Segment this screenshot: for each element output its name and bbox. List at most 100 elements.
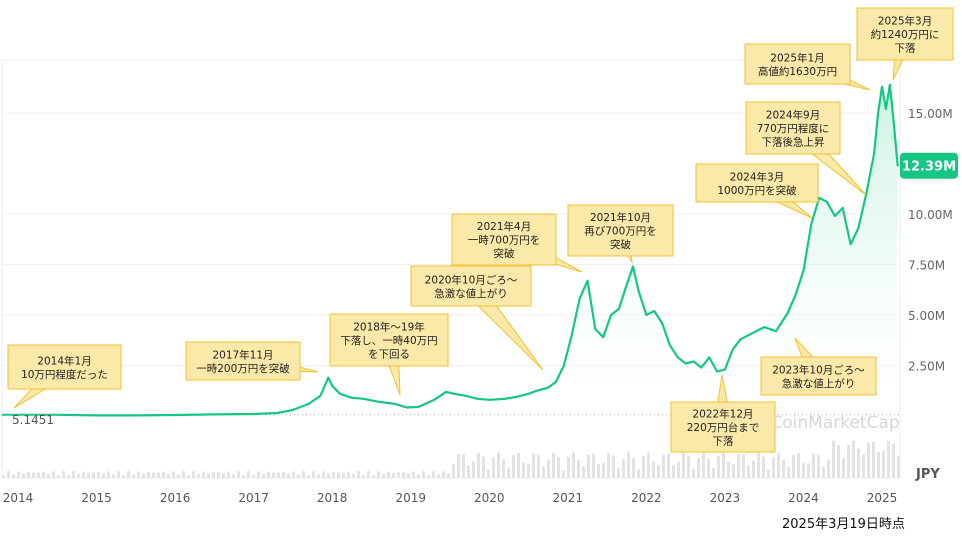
callout-fill [746, 45, 849, 83]
callout-fill [762, 358, 875, 394]
data-point [637, 289, 640, 292]
callout-fill [747, 103, 839, 153]
x-tick-label: 2016 [160, 491, 191, 505]
volume-bar [357, 471, 360, 478]
volume-bar [672, 464, 675, 478]
volume-bar [692, 468, 695, 478]
data-point [488, 398, 491, 401]
callout-text-line: 一時200万円を突破 [196, 362, 290, 375]
volume-bar [242, 475, 245, 478]
volume-bar [387, 471, 390, 478]
price-line [57, 83, 899, 417]
volume-bar [297, 474, 300, 478]
volume-bar [817, 454, 820, 478]
data-point [213, 413, 216, 416]
callout-fill [412, 267, 530, 305]
volume-bar [662, 454, 665, 478]
volume-bar [187, 475, 190, 478]
volume-bar [87, 472, 90, 478]
x-tick-label: 2022 [631, 491, 662, 505]
volume-bar [852, 440, 855, 478]
callout-fill [697, 165, 817, 201]
volume-bar [247, 471, 250, 478]
volume-bar [42, 471, 45, 478]
volume-bar [392, 472, 395, 478]
data-point [417, 406, 420, 408]
volume-bar [282, 471, 285, 478]
volume-bar [117, 471, 120, 478]
data-point [881, 85, 883, 88]
data-point [645, 314, 648, 316]
data-point [56, 413, 59, 416]
volume-bar [712, 468, 715, 478]
volume-bar [397, 472, 400, 478]
callout-text-line: 10万円程度だった [21, 368, 108, 381]
y-tick-label: 15.00M [908, 107, 953, 121]
volume-bar [512, 455, 515, 478]
data-point [464, 394, 467, 397]
volume-bar [432, 471, 435, 478]
callout-text-line: を下回る [368, 349, 410, 361]
volume-bar [507, 467, 510, 478]
volume-bar [127, 471, 130, 478]
volume-bar [527, 463, 530, 478]
volume-bar [272, 472, 275, 478]
callout-text-line: 下落 [895, 43, 916, 55]
x-tick-label: 2023 [710, 491, 741, 505]
data-point [292, 409, 294, 411]
volume-bar [457, 453, 460, 478]
volume-bar [122, 475, 125, 478]
volume-bar [797, 453, 800, 478]
data-point [378, 400, 381, 403]
volume-bar [52, 471, 55, 478]
volume-bar [217, 472, 220, 478]
volume-bar [72, 471, 75, 478]
volume-bar [697, 458, 700, 478]
callout-text-line: 2023年10月ごろ〜 [772, 363, 865, 376]
callout-text-line: 下落 [713, 436, 734, 448]
callout-fill [858, 9, 952, 59]
volume-bar [552, 452, 555, 478]
volume-bar [412, 471, 415, 478]
volume-bar [487, 469, 490, 478]
volume-bar [192, 471, 195, 478]
data-point [676, 356, 679, 359]
volume-bar [492, 457, 495, 478]
volume-bar [827, 459, 830, 478]
volume-bar [302, 471, 305, 478]
volume-bar [22, 473, 25, 478]
data-point [700, 366, 703, 369]
volume-bar [577, 460, 580, 478]
volume-bar [582, 466, 585, 478]
currency-label: JPY [915, 467, 940, 482]
volume-bar [872, 441, 875, 478]
callout-text-line: 2025年3月 [878, 15, 932, 28]
volume-bar [407, 473, 410, 478]
data-point [786, 312, 789, 314]
volume-bar [867, 442, 870, 478]
callout-text-line: 2017年11月 [212, 348, 273, 361]
data-point [739, 338, 742, 341]
data-point [751, 332, 754, 335]
data-point [562, 364, 565, 367]
volume-bar [762, 456, 765, 478]
volume-bar [62, 471, 65, 478]
volume-bar [332, 472, 335, 478]
volume-bar [222, 473, 225, 478]
volume-bar [652, 461, 655, 478]
volume-bar [277, 472, 280, 478]
current-price-badge [900, 152, 958, 179]
volume-bar [877, 451, 880, 478]
data-point [433, 398, 436, 401]
volume-bar [787, 467, 790, 478]
volume-bar [607, 453, 610, 478]
volume-bar [497, 452, 500, 478]
volume-bar [857, 448, 860, 478]
data-point [818, 196, 821, 199]
y-tick-label: 2.50M [908, 360, 945, 374]
data-point [476, 397, 479, 400]
